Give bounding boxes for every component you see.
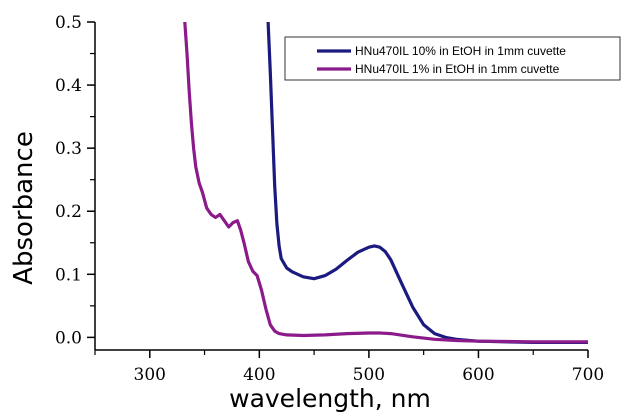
y-tick-label: 0.4	[55, 76, 82, 96]
x-tick-label: 400	[243, 365, 275, 385]
y-tick-label: 0.1	[55, 265, 82, 285]
axes	[94, 22, 588, 351]
x-tick-label: 300	[134, 365, 166, 385]
series-line-2	[183, 22, 588, 344]
legend-label-2: HNu470IL 1% in EtOH in 1mm cuvette	[355, 62, 560, 76]
legend-label-1: HNu470IL 10% in EtOH in 1mm cuvette	[355, 44, 566, 58]
legend-box	[284, 36, 621, 81]
ticks: 300 400 500 600 700 0.0 0.1 0.2 0.3 0.4 0.5	[55, 13, 604, 385]
legend: HNu470IL 10% in EtOH in 1mm cuvette HNu47…	[284, 36, 621, 81]
y-tick-label: 0.2	[55, 202, 82, 222]
series-line-1	[266, 22, 588, 344]
x-axis-title: wavelength, nm	[229, 384, 431, 413]
y-axis-title: Absorbance	[9, 131, 39, 285]
y-tick-label: 0.3	[55, 139, 82, 159]
x-tick-label: 600	[462, 365, 494, 385]
x-tick-label: 700	[572, 365, 604, 385]
x-tick-label: 500	[353, 365, 385, 385]
y-tick-label: 0.0	[55, 328, 82, 348]
plot-lines	[183, 22, 588, 344]
y-tick-label: 0.5	[55, 13, 82, 33]
